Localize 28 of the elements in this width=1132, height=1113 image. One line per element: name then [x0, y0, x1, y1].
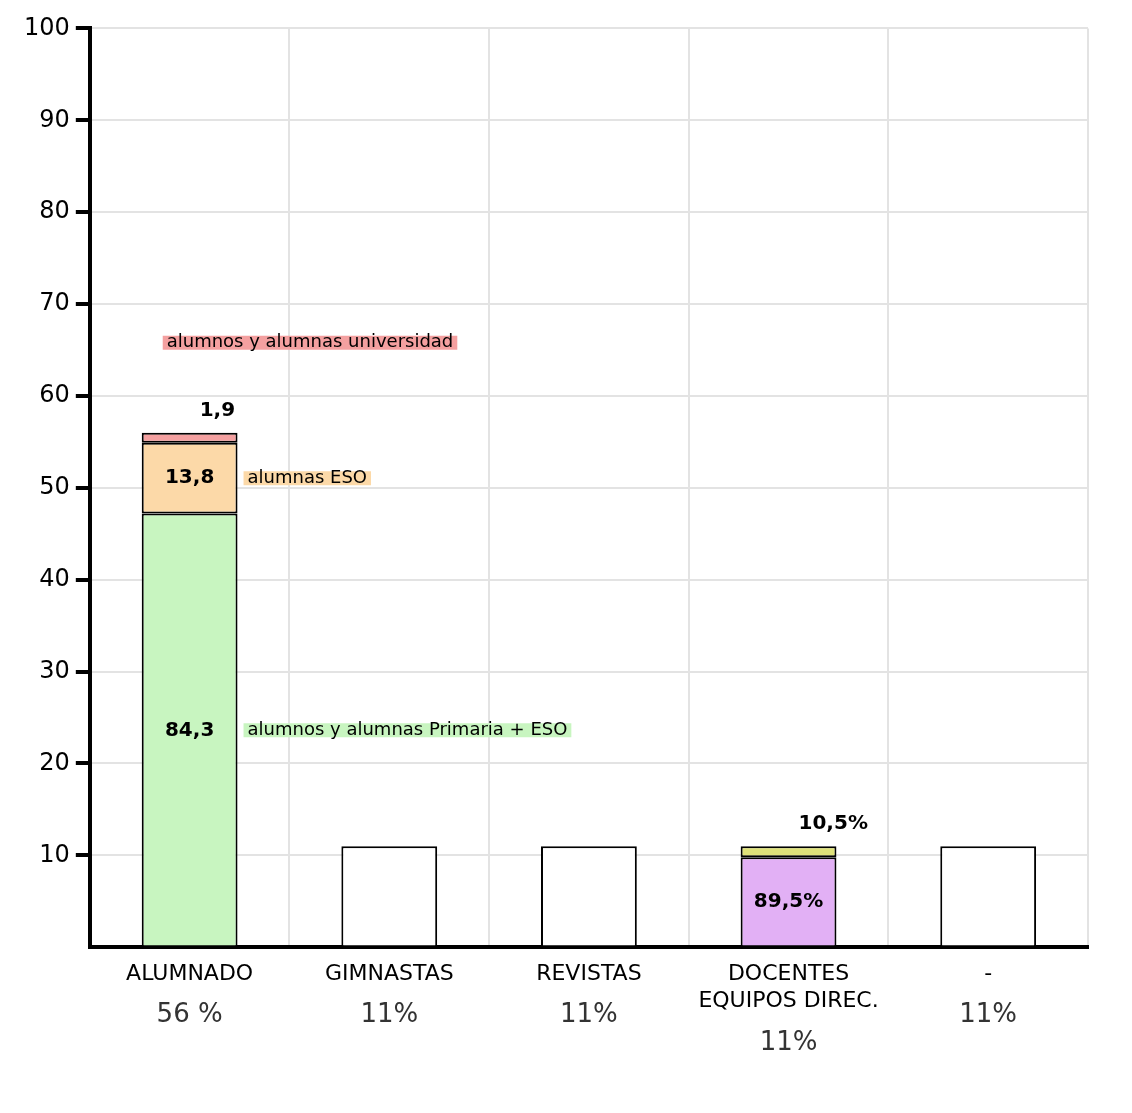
x-tick-label: -	[984, 960, 993, 986]
annotation: 13,8	[164, 464, 215, 489]
series-label: alumnas ESO	[247, 465, 368, 487]
y-tick-label: 10	[39, 839, 70, 868]
x-tick-label: GIMNASTAS	[324, 960, 454, 986]
annotation: 1,9	[199, 396, 236, 421]
total-label: 11%	[959, 997, 1018, 1028]
total-label: 56 %	[156, 997, 223, 1028]
y-tick-label: 30	[39, 655, 70, 684]
x-tick-label: ALUMNADO	[126, 960, 254, 986]
total-label: 11%	[360, 997, 419, 1028]
y-tick-label: 50	[39, 472, 70, 501]
y-tick-label: 60	[39, 380, 70, 409]
y-tick-label: 40	[39, 563, 70, 592]
series-label: alumnos y alumnas Primaria + ESO	[247, 718, 568, 740]
x-tick-label: REVISTAS	[536, 960, 642, 986]
x-tick-label: DOCENTES EQUIPOS DIREC.	[698, 960, 879, 1012]
annotation: 10,5%	[798, 810, 868, 835]
annotation: 89,5%	[753, 888, 824, 913]
text: alumnos y alumnas universidad	[166, 330, 454, 352]
y-tick-label: 80	[39, 196, 70, 225]
annotation: 84,3	[164, 716, 215, 741]
total-label: 11%	[759, 1025, 818, 1056]
y-tick-label: 20	[39, 747, 70, 776]
y-tick-label: 100	[24, 12, 70, 41]
y-tick-label: 70	[39, 288, 70, 317]
total-label: 11%	[560, 997, 618, 1028]
y-tick-label: 90	[39, 104, 70, 133]
